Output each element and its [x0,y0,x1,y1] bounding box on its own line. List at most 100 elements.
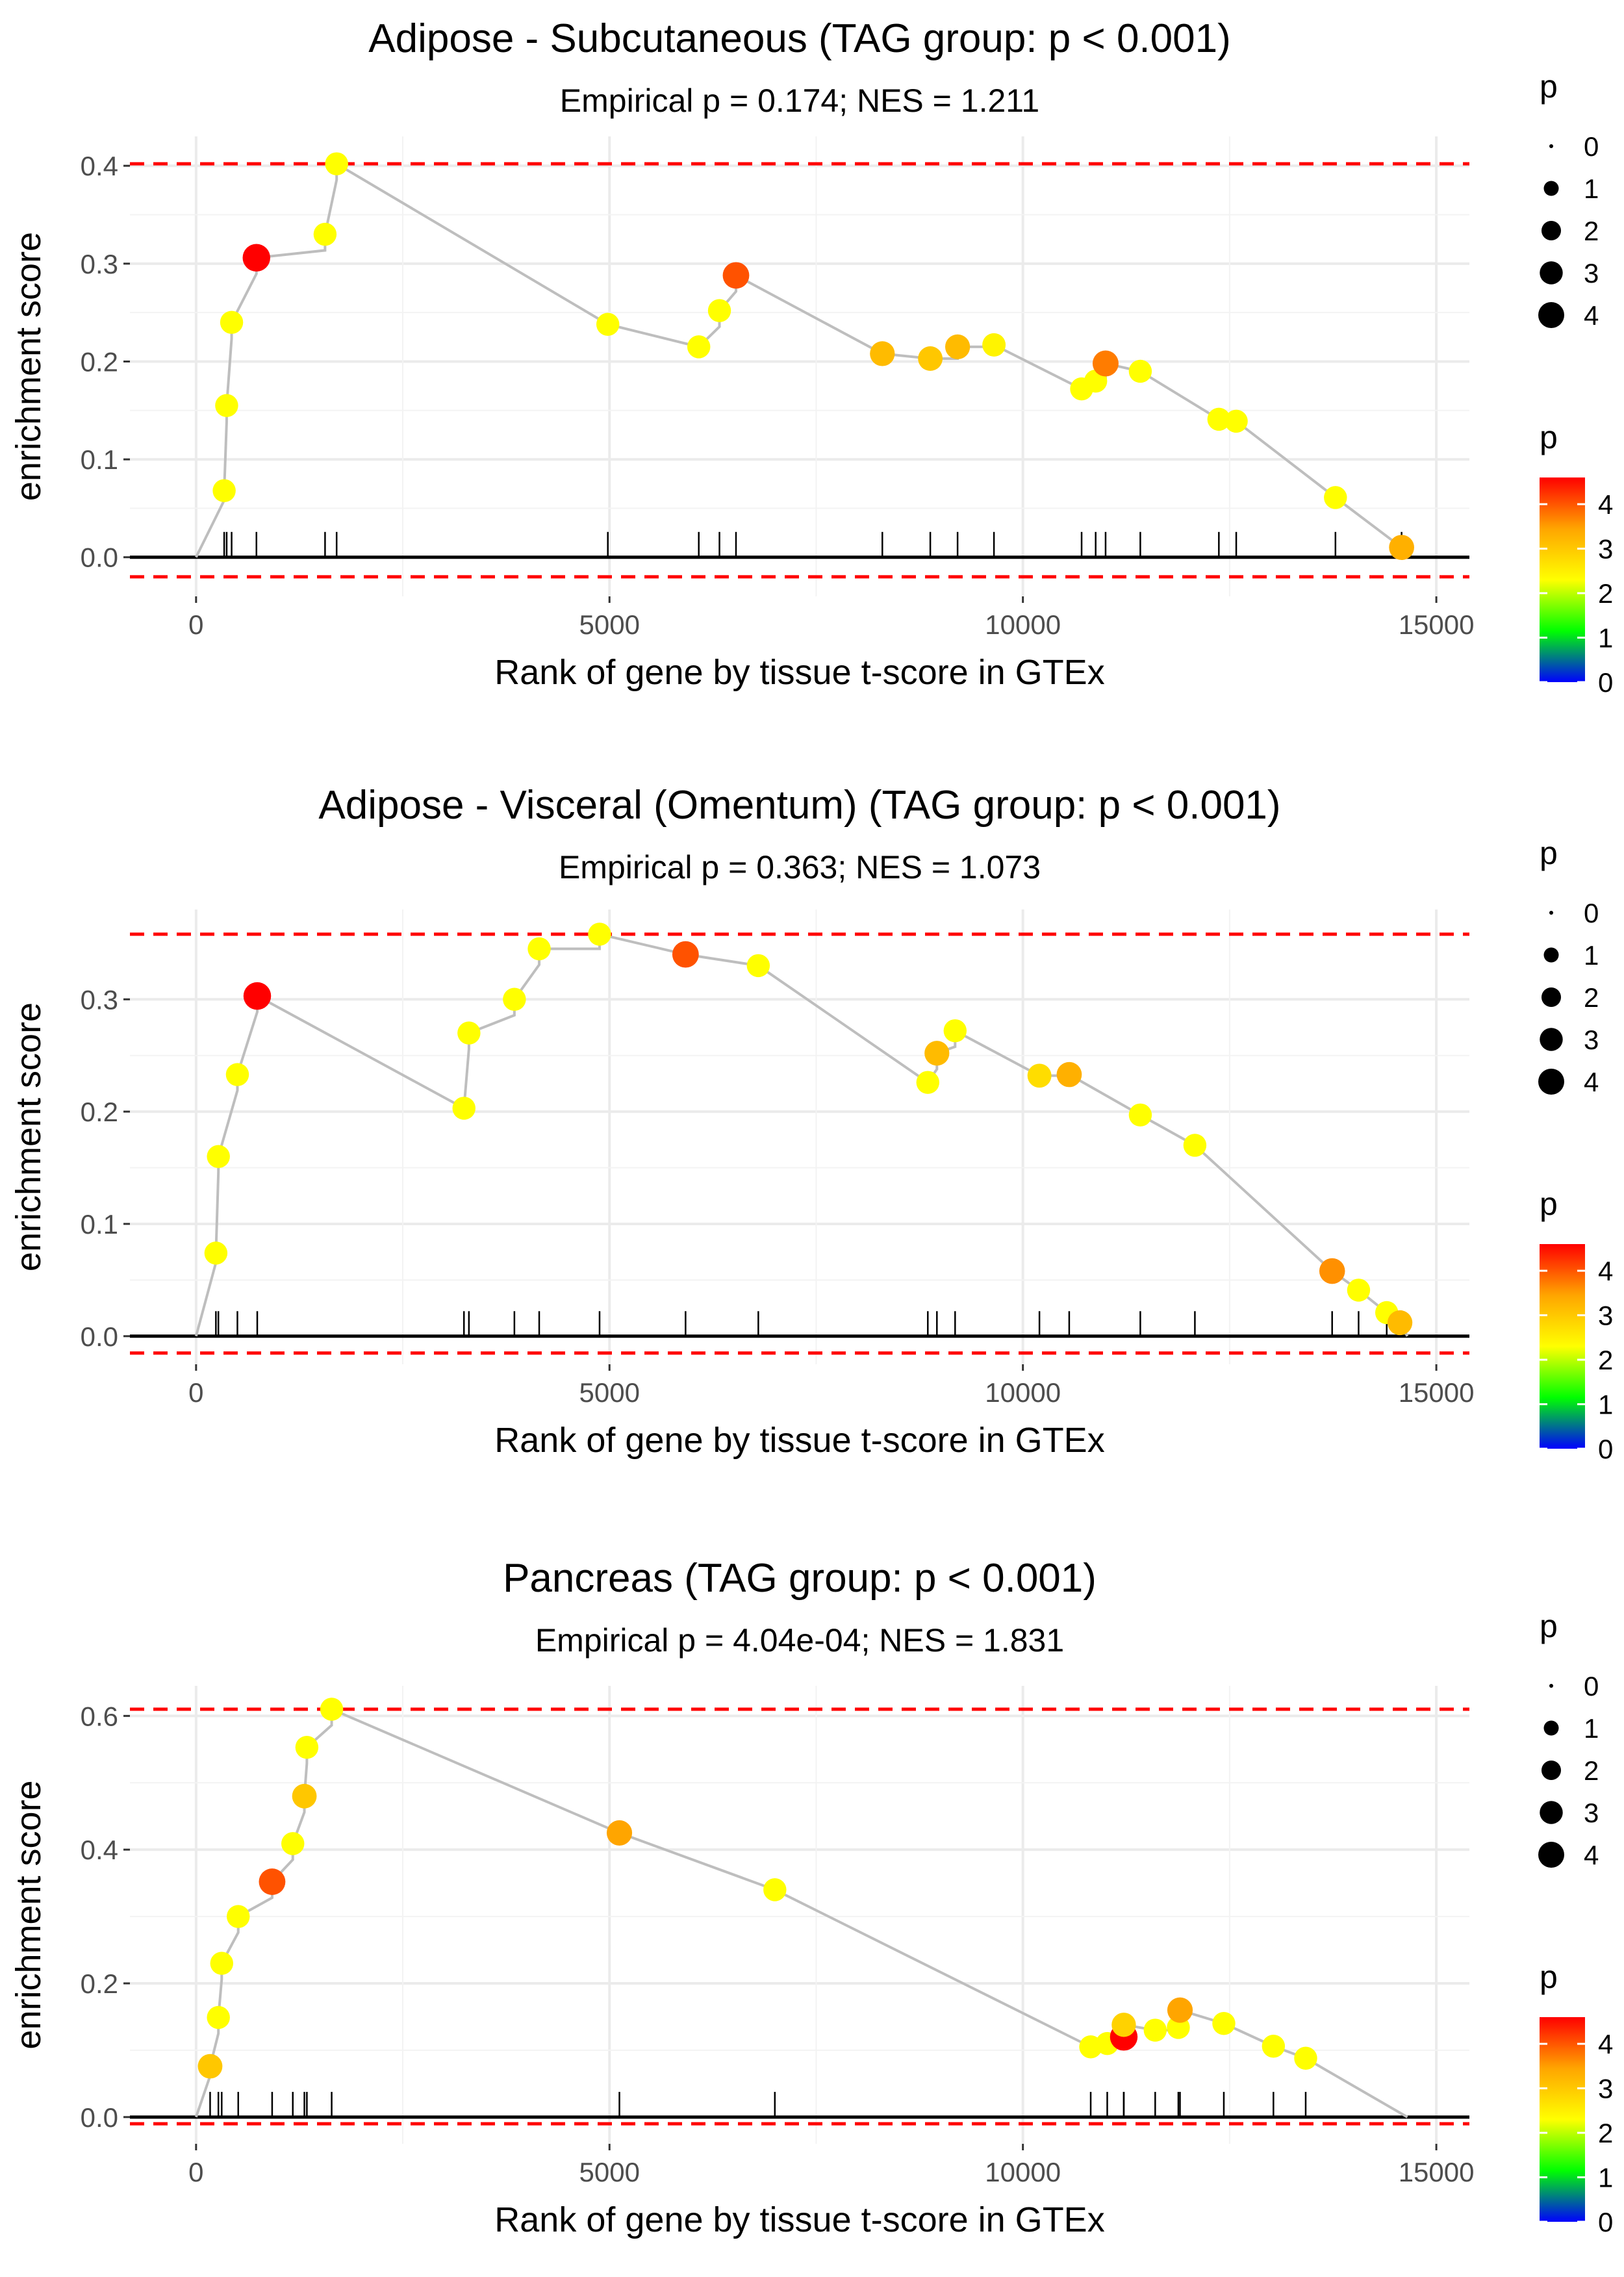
data-point [1212,2012,1236,2035]
color-legend-title: p [1540,419,1558,455]
data-point [596,312,620,336]
data-point [457,1021,481,1045]
data-point [295,1735,319,1759]
chart-subtitle: Empirical p = 0.174; NES = 1.211 [560,83,1039,119]
data-point [924,1041,950,1066]
chart-subtitle: Empirical p = 0.363; NES = 1.073 [559,849,1041,885]
size-legend-label: 4 [1584,300,1599,331]
size-legend-key [1538,1842,1564,1868]
y-tick-label: 0.6 [81,1701,118,1731]
size-legend-label: 1 [1584,173,1599,204]
data-point [687,335,711,359]
data-point [320,1698,344,1721]
data-point [242,244,270,272]
data-point [207,2005,230,2029]
data-point [1347,1278,1371,1302]
size-legend-label: 0 [1584,131,1599,162]
size-legend: p0 1 2 3 4 [1538,68,1599,331]
data-point [212,479,236,503]
data-point [503,987,526,1011]
size-legend-title: p [1540,835,1558,871]
x-tick-label: 10000 [985,1377,1061,1408]
size-legend-key [1543,947,1559,963]
data-point [1387,1310,1413,1336]
data-point [918,346,943,371]
size-legend-label: 2 [1584,1755,1599,1786]
data-point [588,922,611,946]
data-point [1324,486,1347,509]
colorbar [1540,1244,1585,1449]
data-point [313,222,337,246]
colorbar-label: 3 [1598,1301,1613,1331]
x-axis-title: Rank of gene by tissue t-score in GTEx [494,2200,1104,2239]
colorbar [1540,2017,1585,2222]
chart-subtitle: Empirical p = 4.04e-04; NES = 1.831 [535,1622,1064,1659]
colorbar-label: 4 [1598,2029,1613,2059]
y-tick-label: 0.0 [81,1321,118,1352]
colorbar-label: 2 [1598,1345,1613,1375]
y-axis-title: enrichment score [9,1780,48,2049]
size-legend-key [1541,220,1562,241]
colorbar-label: 0 [1598,1434,1613,1464]
color-legend: p 4 3 2 1 0 [1540,1186,1613,1464]
colorbar-label: 3 [1598,2074,1613,2104]
colorbar-label: 0 [1598,2207,1613,2237]
size-legend-key [1549,144,1553,148]
x-axis-title: Rank of gene by tissue t-score in GTEx [494,1421,1104,1460]
data-point [1183,1134,1207,1157]
color-legend: p 4 3 2 1 0 [1540,419,1613,698]
size-legend: p0 1 2 3 4 [1538,1608,1599,1870]
data-point [281,1832,305,1855]
data-point [452,1097,476,1120]
size-legend-label: 3 [1584,258,1599,288]
data-point [606,1820,633,1846]
data-point [1128,1103,1152,1127]
colorbar [1540,477,1585,682]
x-tick-label: 5000 [579,609,640,640]
size-legend-key [1540,1801,1563,1824]
size-legend-key [1543,181,1559,196]
data-point [1294,2046,1317,2070]
size-legend-title: p [1540,68,1558,105]
x-tick-label: 15000 [1399,609,1475,640]
data-point [870,341,895,366]
color-legend-title: p [1540,1959,1558,1995]
colorbar-label: 3 [1598,534,1613,565]
size-legend-label: 2 [1584,216,1599,246]
size-legend-label: 4 [1584,1067,1599,1097]
data-point [672,941,699,968]
x-tick-label: 10000 [985,609,1061,640]
colorbar-label: 1 [1598,1390,1613,1420]
data-point [1128,359,1152,383]
data-point [227,1905,250,1928]
color-legend: p 4 3 2 1 0 [1540,1959,1613,2237]
colorbar-label: 4 [1598,489,1613,520]
y-tick-label: 0.4 [81,151,118,181]
data-point [722,262,750,289]
data-point [207,1145,230,1168]
size-legend-key [1543,1720,1559,1736]
size-legend-key [1540,1028,1563,1051]
y-tick-label: 0.3 [81,249,118,279]
data-point [746,954,770,978]
colorbar-label: 4 [1598,1256,1613,1286]
data-point [325,152,348,175]
x-tick-label: 5000 [579,1377,640,1408]
x-tick-label: 15000 [1399,2157,1475,2187]
data-point [943,1019,967,1043]
data-point [210,1952,234,1975]
y-tick-label: 0.0 [81,542,118,573]
y-axis-title: enrichment score [9,1002,48,1271]
size-legend-key [1538,1069,1564,1095]
data-point [1143,2018,1167,2042]
color-legend-title: p [1540,1186,1558,1222]
colorbar-label: 0 [1598,667,1613,698]
size-legend-title: p [1540,1608,1558,1644]
size-legend-label: 0 [1584,1671,1599,1701]
data-point [215,394,238,417]
size-legend-label: 4 [1584,1840,1599,1870]
data-point [225,1063,249,1086]
size-legend-label: 1 [1584,940,1599,971]
